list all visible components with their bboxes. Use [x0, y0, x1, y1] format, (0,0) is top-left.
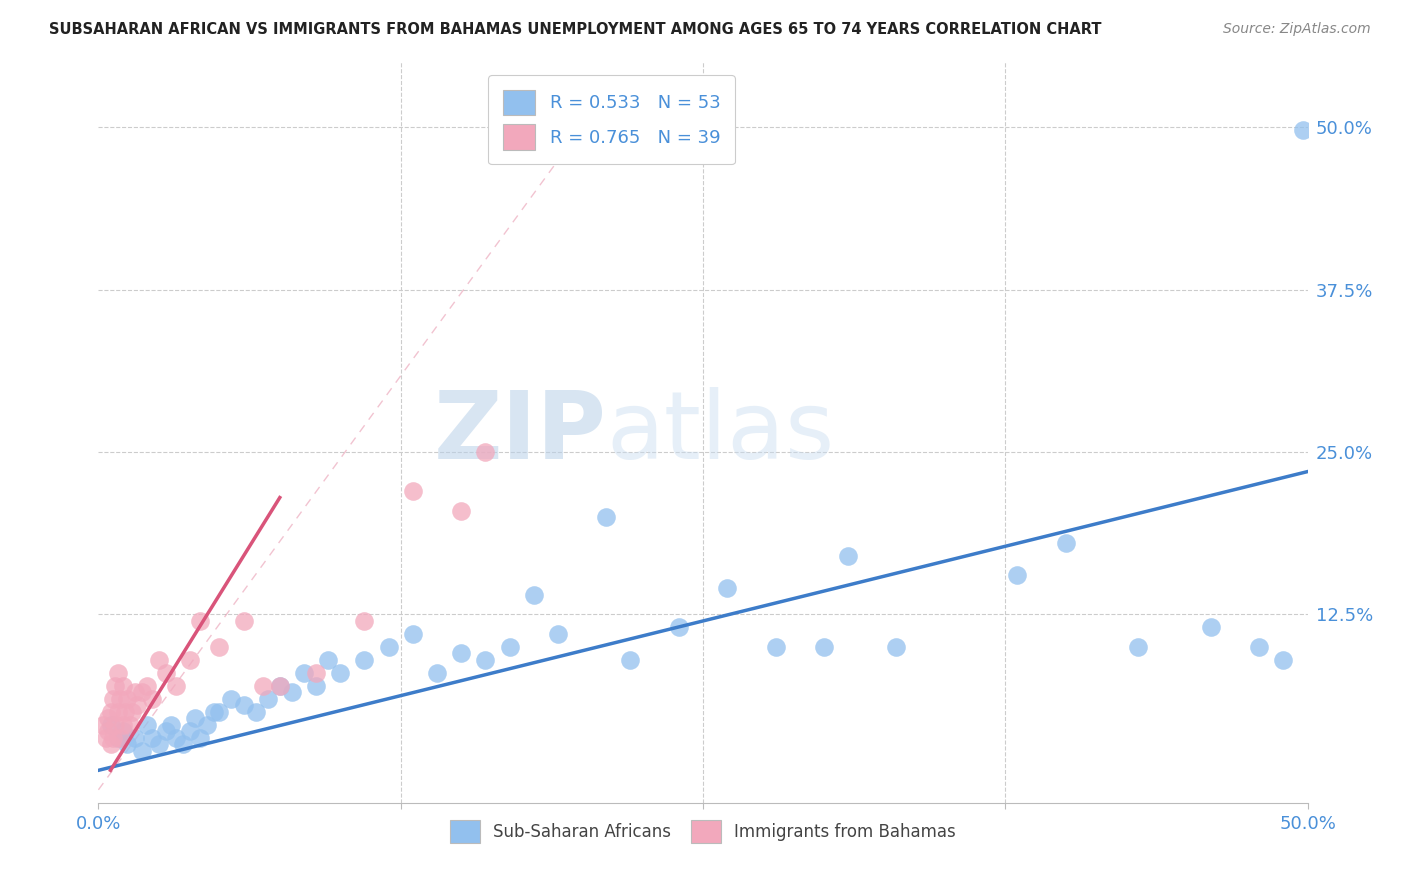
Point: [117, 692, 139, 706]
Point: [101, 692, 124, 706]
Point: [595, 510, 617, 524]
Point: [232, 614, 254, 628]
Point: [155, 724, 177, 739]
Point: [292, 665, 315, 680]
Point: [204, 705, 226, 719]
Point: [1128, 640, 1150, 654]
Point: [111, 718, 134, 732]
Point: [619, 653, 641, 667]
Point: [148, 653, 170, 667]
Point: [402, 484, 425, 499]
Point: [111, 679, 134, 693]
Point: [108, 692, 131, 706]
Point: [114, 705, 136, 719]
Point: [1199, 620, 1222, 634]
Point: [107, 665, 129, 680]
Point: [402, 627, 425, 641]
Point: [104, 679, 127, 693]
Point: [179, 724, 201, 739]
Point: [252, 679, 274, 693]
Point: [232, 698, 254, 713]
Point: [124, 731, 146, 745]
Point: [256, 692, 278, 706]
Point: [305, 679, 328, 693]
Point: [131, 744, 153, 758]
Point: [547, 627, 569, 641]
Point: [107, 705, 129, 719]
Point: [165, 679, 187, 693]
Point: [426, 665, 449, 680]
Point: [329, 665, 352, 680]
Point: [208, 640, 231, 654]
Point: [107, 731, 129, 745]
Point: [165, 731, 187, 745]
Point: [108, 731, 131, 745]
Text: ZIP: ZIP: [433, 386, 606, 479]
Point: [716, 582, 738, 596]
Point: [104, 718, 127, 732]
Legend: Sub-Saharan Africans, Immigrants from Bahamas: Sub-Saharan Africans, Immigrants from Ba…: [443, 814, 963, 850]
Point: [1249, 640, 1271, 654]
Point: [188, 731, 211, 745]
Point: [131, 685, 153, 699]
Point: [474, 653, 496, 667]
Point: [498, 640, 520, 654]
Point: [100, 737, 122, 751]
Point: [245, 705, 267, 719]
Point: [450, 647, 472, 661]
Point: [141, 731, 163, 745]
Point: [155, 665, 177, 680]
Point: [474, 445, 496, 459]
Point: [91, 718, 114, 732]
Point: [450, 503, 472, 517]
Point: [1272, 653, 1295, 667]
Point: [172, 737, 194, 751]
Point: [1292, 123, 1315, 137]
Point: [118, 718, 141, 732]
Point: [100, 705, 122, 719]
Text: Source: ZipAtlas.com: Source: ZipAtlas.com: [1223, 22, 1371, 37]
Point: [837, 549, 859, 563]
Point: [813, 640, 835, 654]
Point: [100, 718, 122, 732]
Point: [179, 653, 201, 667]
Point: [523, 588, 546, 602]
Point: [1007, 568, 1029, 582]
Point: [94, 731, 117, 745]
Point: [117, 737, 139, 751]
Point: [281, 685, 304, 699]
Point: [269, 679, 291, 693]
Point: [668, 620, 690, 634]
Point: [195, 718, 218, 732]
Point: [101, 731, 124, 745]
Point: [160, 718, 183, 732]
Point: [316, 653, 339, 667]
Point: [353, 614, 375, 628]
Point: [765, 640, 787, 654]
Point: [97, 711, 120, 725]
Point: [208, 705, 231, 719]
Point: [886, 640, 908, 654]
Point: [121, 705, 143, 719]
Point: [141, 692, 163, 706]
Point: [124, 685, 146, 699]
Text: atlas: atlas: [606, 386, 835, 479]
Text: SUBSAHARAN AFRICAN VS IMMIGRANTS FROM BAHAMAS UNEMPLOYMENT AMONG AGES 65 TO 74 Y: SUBSAHARAN AFRICAN VS IMMIGRANTS FROM BA…: [49, 22, 1102, 37]
Point: [221, 692, 243, 706]
Point: [127, 698, 149, 713]
Point: [377, 640, 399, 654]
Point: [184, 711, 207, 725]
Point: [148, 737, 170, 751]
Point: [188, 614, 211, 628]
Point: [135, 679, 157, 693]
Point: [111, 724, 134, 739]
Point: [269, 679, 291, 693]
Point: [353, 653, 375, 667]
Point: [97, 724, 120, 739]
Point: [135, 718, 157, 732]
Point: [305, 665, 328, 680]
Point: [1054, 536, 1077, 550]
